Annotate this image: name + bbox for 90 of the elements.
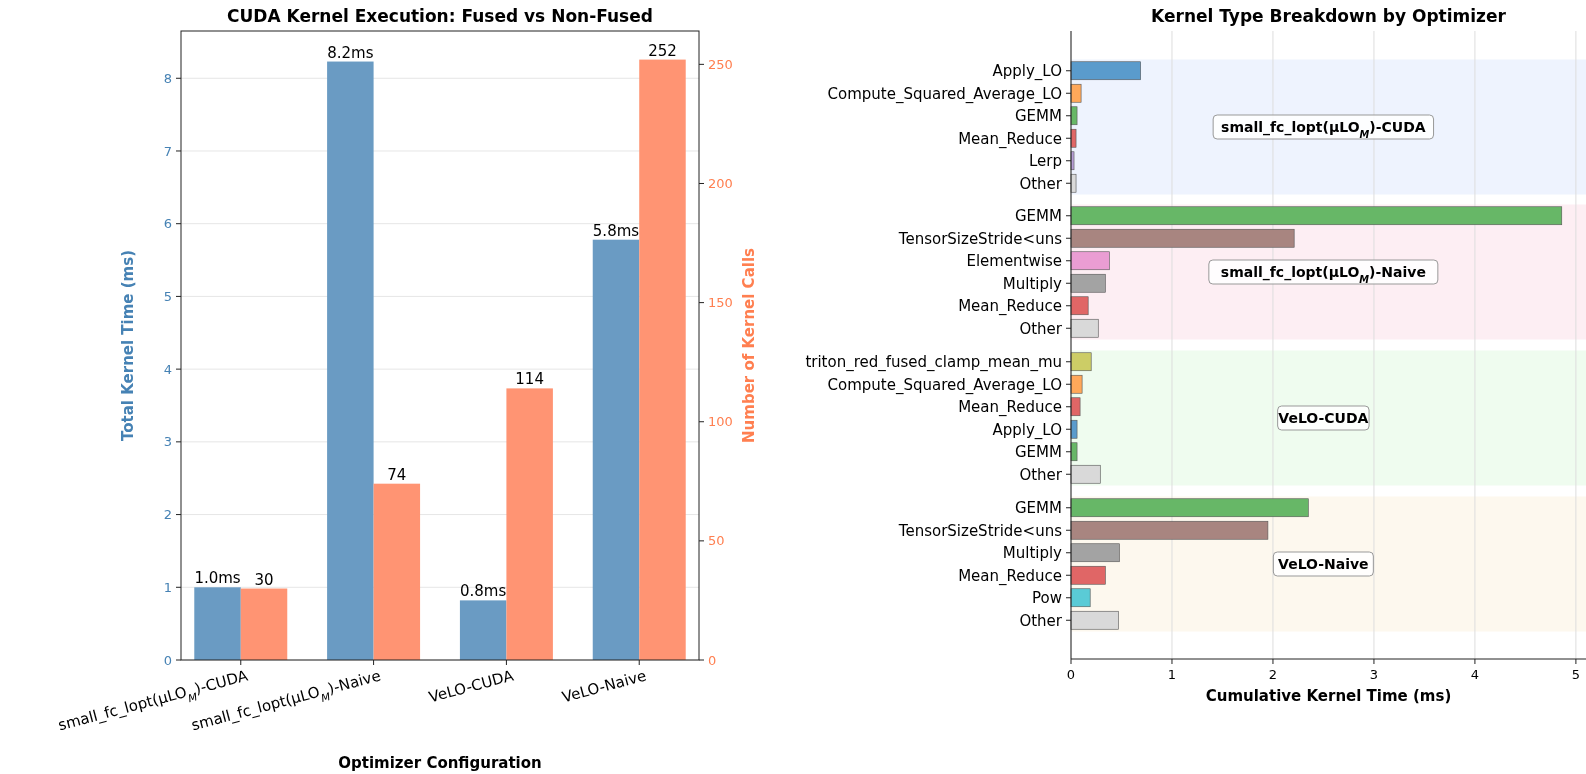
bar (1070, 610, 1119, 630)
chart-title: CUDA Kernel Execution: Fused vs Non-Fused (227, 6, 653, 26)
data-label: 5.8ms (592, 221, 640, 240)
bar (1070, 128, 1077, 148)
y2-tick-label: 250 (708, 56, 733, 72)
y-tick-label: Mean_Reduce (958, 566, 1062, 586)
bar (1070, 498, 1309, 518)
y-tick-label: Other (1019, 174, 1063, 193)
y-tick-label: GEMM (1015, 207, 1062, 225)
bar (1070, 296, 1089, 316)
bar (1070, 397, 1081, 417)
bar (1070, 61, 1141, 81)
bar (1070, 442, 1078, 462)
bar (1070, 228, 1295, 248)
y-tick-label: GEMM (1015, 443, 1062, 461)
bar (1070, 520, 1269, 540)
y-tick-label: Elementwise (966, 252, 1062, 270)
x-tick-label: 3 (1369, 667, 1379, 682)
y-tick-label: 7 (163, 143, 172, 159)
y-tick-label: Multiply (1002, 274, 1063, 293)
y-tick-label: 4 (163, 361, 172, 377)
data-label: 74 (387, 465, 407, 484)
bar (1070, 318, 1099, 338)
band-label: small_fc_lopt(μLO$_{M}$)-CUDA (1221, 118, 1426, 140)
bar (1070, 83, 1082, 103)
y2-tick-label: 200 (708, 176, 733, 192)
bar (1070, 464, 1101, 484)
band-label: VeLO-CUDA (1278, 409, 1369, 426)
y-tick-label: TensorSizeStride<uns (897, 521, 1063, 540)
x-tick-label: 2 (1268, 667, 1278, 682)
bar (506, 388, 553, 660)
y-tick-label: 5 (163, 288, 172, 304)
bar (1070, 374, 1083, 394)
y-tick-label: Other (1019, 319, 1063, 338)
y-tick-label: Apply_LO (992, 62, 1062, 81)
y-tick-label: Mean_Reduce (958, 297, 1062, 316)
y-tick-label: GEMM (1015, 499, 1062, 517)
y2-tick-label: 150 (708, 295, 733, 311)
y-tick-label: GEMM (1015, 107, 1062, 125)
bar (1070, 588, 1091, 608)
y-tick-label: 6 (163, 216, 172, 232)
y-tick-label: Compute_Squared_Average_LO (827, 84, 1062, 104)
x-tick-label: 1 (1167, 667, 1177, 682)
y-tick-label: Pow (1032, 589, 1062, 607)
band-label: VeLO-Naive (1278, 555, 1369, 572)
x-tick-label: 5 (1571, 667, 1581, 682)
bar (1070, 565, 1106, 585)
y2-tick-label: 50 (708, 533, 725, 549)
data-label: 252 (648, 41, 677, 60)
y-tick-label: Multiply (1002, 544, 1063, 562)
y-tick-label: Apply_LO (992, 420, 1062, 440)
y-tick-label: Other (1019, 465, 1063, 484)
x-axis-title: Cumulative Kernel Time (ms) (1205, 687, 1452, 705)
y2-axis-title: Number of Kernel Calls (740, 247, 758, 443)
y2-tick-label: 100 (708, 414, 733, 430)
bar (373, 483, 421, 660)
y-tick-label: Mean_Reduce (958, 129, 1062, 149)
y-tick-label: Other (1019, 611, 1063, 630)
bar (1070, 173, 1077, 193)
bar (1070, 419, 1078, 439)
bar (1070, 352, 1092, 372)
data-label: 30 (254, 570, 274, 589)
y-tick-label: 0 (163, 652, 172, 668)
bar (1070, 106, 1078, 126)
y-tick-label: triton_red_fused_clamp_mean_mu (805, 353, 1062, 372)
bar (327, 61, 374, 660)
y-tick-label: Compute_Squared_Average_LO (827, 375, 1062, 395)
x-tick-label: 4 (1470, 667, 1480, 682)
y-tick-label: TensorSizeStride<uns (897, 229, 1063, 248)
band-label: small_fc_lopt(μLO$_{M}$)-Naive (1220, 263, 1426, 285)
data-label: 1.0ms (194, 569, 241, 588)
bar (1070, 273, 1106, 293)
bar (1070, 206, 1563, 226)
chart-title: Kernel Type Breakdown by Optimizer (1151, 6, 1507, 26)
bar (1070, 543, 1120, 563)
x-axis-title: Optimizer Configuration (338, 754, 542, 772)
bar (459, 600, 507, 660)
y-tick-label: 2 (163, 507, 172, 523)
data-label: 8.2ms (327, 43, 374, 62)
y-tick-label: 8 (163, 70, 172, 86)
bar (1070, 251, 1110, 271)
data-label: 0.8ms (460, 582, 507, 601)
y-tick-label: Mean_Reduce (958, 398, 1062, 417)
y-tick-label: 3 (163, 434, 172, 450)
data-label: 114 (515, 370, 544, 389)
x-tick-label: 0 (1066, 667, 1076, 682)
y2-tick-label: 0 (708, 652, 717, 668)
y-tick-label: 1 (163, 579, 172, 595)
y-tick-label: Lerp (1028, 152, 1062, 170)
y-axis-title: Total Kernel Time (ms) (119, 249, 137, 442)
